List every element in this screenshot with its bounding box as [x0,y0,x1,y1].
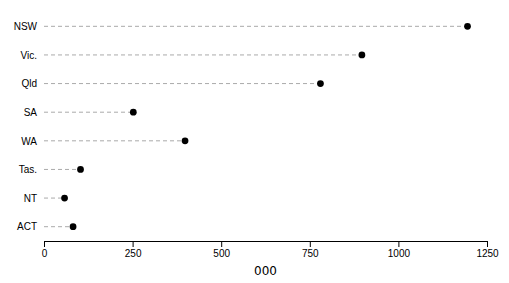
y-tick: Qld [21,78,44,89]
x-tick-mark [44,241,45,247]
dot [359,52,366,59]
x-tick-mark [310,241,311,247]
stem [44,83,320,84]
x-tick: 250 [125,241,142,259]
x-tick: 0 [42,241,48,259]
y-tick: Vic. [21,50,45,61]
stem [44,140,185,141]
dot [61,195,68,202]
y-tick-label: NT [24,193,37,204]
y-tick: NSW [14,21,44,32]
y-tick-label: Tas. [19,164,37,175]
y-tick-label: SA [24,107,38,118]
x-tick: 750 [302,241,319,259]
y-tick-label: ACT [17,221,37,232]
y-axis: NSW Vic. Qld SA WA Tas. NT ACT [14,21,44,232]
y-tick: Tas. [19,164,44,175]
x-tick-label: 750 [302,248,319,259]
y-tick: WA [21,136,44,147]
x-tick-mark [221,241,222,247]
stem [44,226,73,227]
dot [464,23,471,30]
dot [130,109,137,116]
x-axis: 0 250 500 750 1000 1250 [42,241,499,259]
x-axis-line [45,242,488,248]
dot [70,223,77,230]
plot: 0 250 500 750 1000 1250 NSW Vic. Qld SA WA Tas. NT AC… [14,21,499,259]
x-tick-mark [133,241,134,247]
dot [77,166,84,173]
y-tick-label: Vic. [21,50,38,61]
x-tick-label: 1250 [476,248,499,259]
stem [44,54,362,55]
y-tick-label: WA [21,136,37,147]
y-tick-label: NSW [14,21,38,32]
x-tick-label: 0 [42,248,48,259]
x-tick-mark [487,241,488,247]
marks [44,23,471,230]
x-tick: 500 [213,241,230,259]
chart: 0 250 500 750 1000 1250 NSW Vic. Qld SA WA Tas. NT AC… [0,0,509,283]
x-axis-title: 000 [254,264,277,278]
stem [44,26,468,27]
y-tick: NT [24,193,44,204]
dot [182,137,189,144]
y-tick: ACT [17,221,44,232]
x-tick: 1000 [388,241,411,259]
x-tick: 1250 [476,241,499,259]
stem [44,169,81,170]
x-tick-label: 1000 [388,248,411,259]
dot [317,80,324,87]
y-tick: SA [24,107,44,118]
x-tick-label: 500 [213,248,230,259]
x-tick-mark [398,241,399,247]
stem [44,112,133,113]
x-tick-label: 250 [125,248,142,259]
y-tick-label: Qld [21,78,37,89]
